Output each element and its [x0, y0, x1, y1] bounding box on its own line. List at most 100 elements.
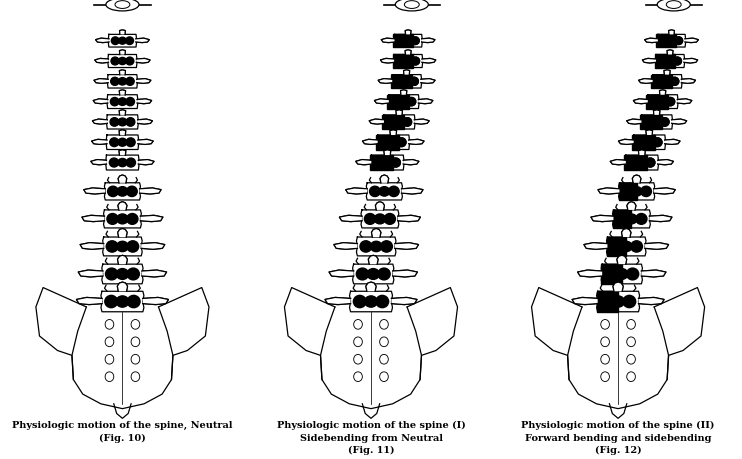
Ellipse shape — [601, 337, 609, 347]
Ellipse shape — [395, 78, 403, 86]
Polygon shape — [641, 270, 666, 277]
Ellipse shape — [636, 214, 647, 225]
Ellipse shape — [666, 98, 674, 106]
Ellipse shape — [380, 372, 388, 382]
Ellipse shape — [360, 241, 372, 252]
Ellipse shape — [620, 242, 632, 252]
Polygon shape — [404, 71, 410, 75]
Polygon shape — [325, 298, 350, 305]
Polygon shape — [119, 131, 125, 136]
Ellipse shape — [658, 99, 667, 106]
Bar — [393, 35, 413, 48]
Ellipse shape — [407, 98, 416, 106]
Ellipse shape — [116, 269, 128, 280]
Ellipse shape — [364, 214, 375, 225]
Ellipse shape — [663, 78, 672, 86]
Polygon shape — [405, 51, 411, 56]
Polygon shape — [334, 243, 358, 250]
Ellipse shape — [108, 187, 119, 197]
Polygon shape — [119, 91, 125, 95]
Polygon shape — [632, 176, 641, 184]
Polygon shape — [93, 100, 108, 105]
Ellipse shape — [126, 118, 135, 127]
Ellipse shape — [611, 296, 625, 308]
Polygon shape — [119, 31, 125, 35]
Text: Physiologic motion of the spine (II)
Forward bending and sidebending
(Fig. 12): Physiologic motion of the spine (II) For… — [522, 420, 715, 454]
Ellipse shape — [397, 58, 405, 66]
Polygon shape — [619, 140, 634, 145]
Polygon shape — [684, 59, 697, 64]
Polygon shape — [643, 59, 656, 64]
Ellipse shape — [354, 337, 362, 347]
Ellipse shape — [118, 159, 127, 167]
Ellipse shape — [353, 296, 366, 308]
Ellipse shape — [671, 78, 679, 86]
Ellipse shape — [627, 355, 635, 364]
Ellipse shape — [391, 159, 401, 168]
Ellipse shape — [388, 187, 399, 197]
Ellipse shape — [644, 118, 653, 127]
Polygon shape — [119, 71, 125, 75]
Polygon shape — [355, 160, 371, 165]
Bar — [651, 75, 672, 89]
Polygon shape — [572, 298, 597, 305]
Polygon shape — [137, 79, 151, 84]
Polygon shape — [414, 120, 429, 125]
Ellipse shape — [666, 98, 674, 106]
Bar — [654, 56, 674, 68]
Ellipse shape — [407, 98, 416, 106]
Ellipse shape — [118, 119, 127, 127]
Polygon shape — [119, 151, 126, 156]
Bar — [370, 156, 393, 171]
Ellipse shape — [131, 355, 139, 364]
Ellipse shape — [105, 337, 114, 347]
Ellipse shape — [404, 58, 412, 66]
Polygon shape — [93, 120, 108, 125]
Ellipse shape — [374, 159, 384, 168]
Ellipse shape — [118, 139, 127, 147]
Text: Physiologic motion of the spine, Neutral
(Fig. 10): Physiologic motion of the spine, Neutral… — [12, 420, 233, 442]
Polygon shape — [392, 298, 417, 305]
Polygon shape — [598, 189, 620, 195]
Polygon shape — [384, 151, 391, 156]
Polygon shape — [404, 160, 419, 165]
Ellipse shape — [115, 2, 130, 10]
Polygon shape — [381, 59, 394, 64]
Polygon shape — [118, 229, 127, 237]
Polygon shape — [366, 282, 376, 291]
Ellipse shape — [354, 355, 362, 364]
Ellipse shape — [627, 337, 635, 347]
Ellipse shape — [616, 214, 627, 225]
Ellipse shape — [378, 269, 390, 280]
Ellipse shape — [111, 98, 119, 106]
Ellipse shape — [397, 139, 406, 147]
Ellipse shape — [399, 99, 408, 106]
Ellipse shape — [105, 320, 114, 330]
Ellipse shape — [380, 355, 388, 364]
Ellipse shape — [126, 98, 134, 106]
Polygon shape — [396, 111, 402, 116]
Ellipse shape — [354, 372, 362, 382]
Polygon shape — [646, 131, 652, 136]
Text: Physiologic motion of the spine (I)
Sidebending from Neutral
(Fig. 11): Physiologic motion of the spine (I) Side… — [277, 420, 465, 454]
Polygon shape — [654, 111, 660, 116]
Ellipse shape — [387, 118, 395, 127]
Ellipse shape — [666, 2, 681, 10]
Polygon shape — [677, 100, 692, 105]
Ellipse shape — [673, 58, 681, 66]
Polygon shape — [422, 59, 436, 64]
Ellipse shape — [374, 214, 386, 224]
Polygon shape — [617, 256, 627, 264]
Ellipse shape — [389, 139, 398, 147]
Polygon shape — [118, 176, 127, 184]
Ellipse shape — [107, 214, 118, 225]
Ellipse shape — [411, 38, 419, 45]
Polygon shape — [119, 111, 125, 116]
Polygon shape — [405, 31, 411, 35]
Polygon shape — [681, 79, 695, 84]
Polygon shape — [137, 59, 150, 64]
Polygon shape — [141, 243, 165, 250]
Bar — [387, 95, 409, 109]
Ellipse shape — [631, 187, 642, 197]
Ellipse shape — [111, 78, 119, 86]
